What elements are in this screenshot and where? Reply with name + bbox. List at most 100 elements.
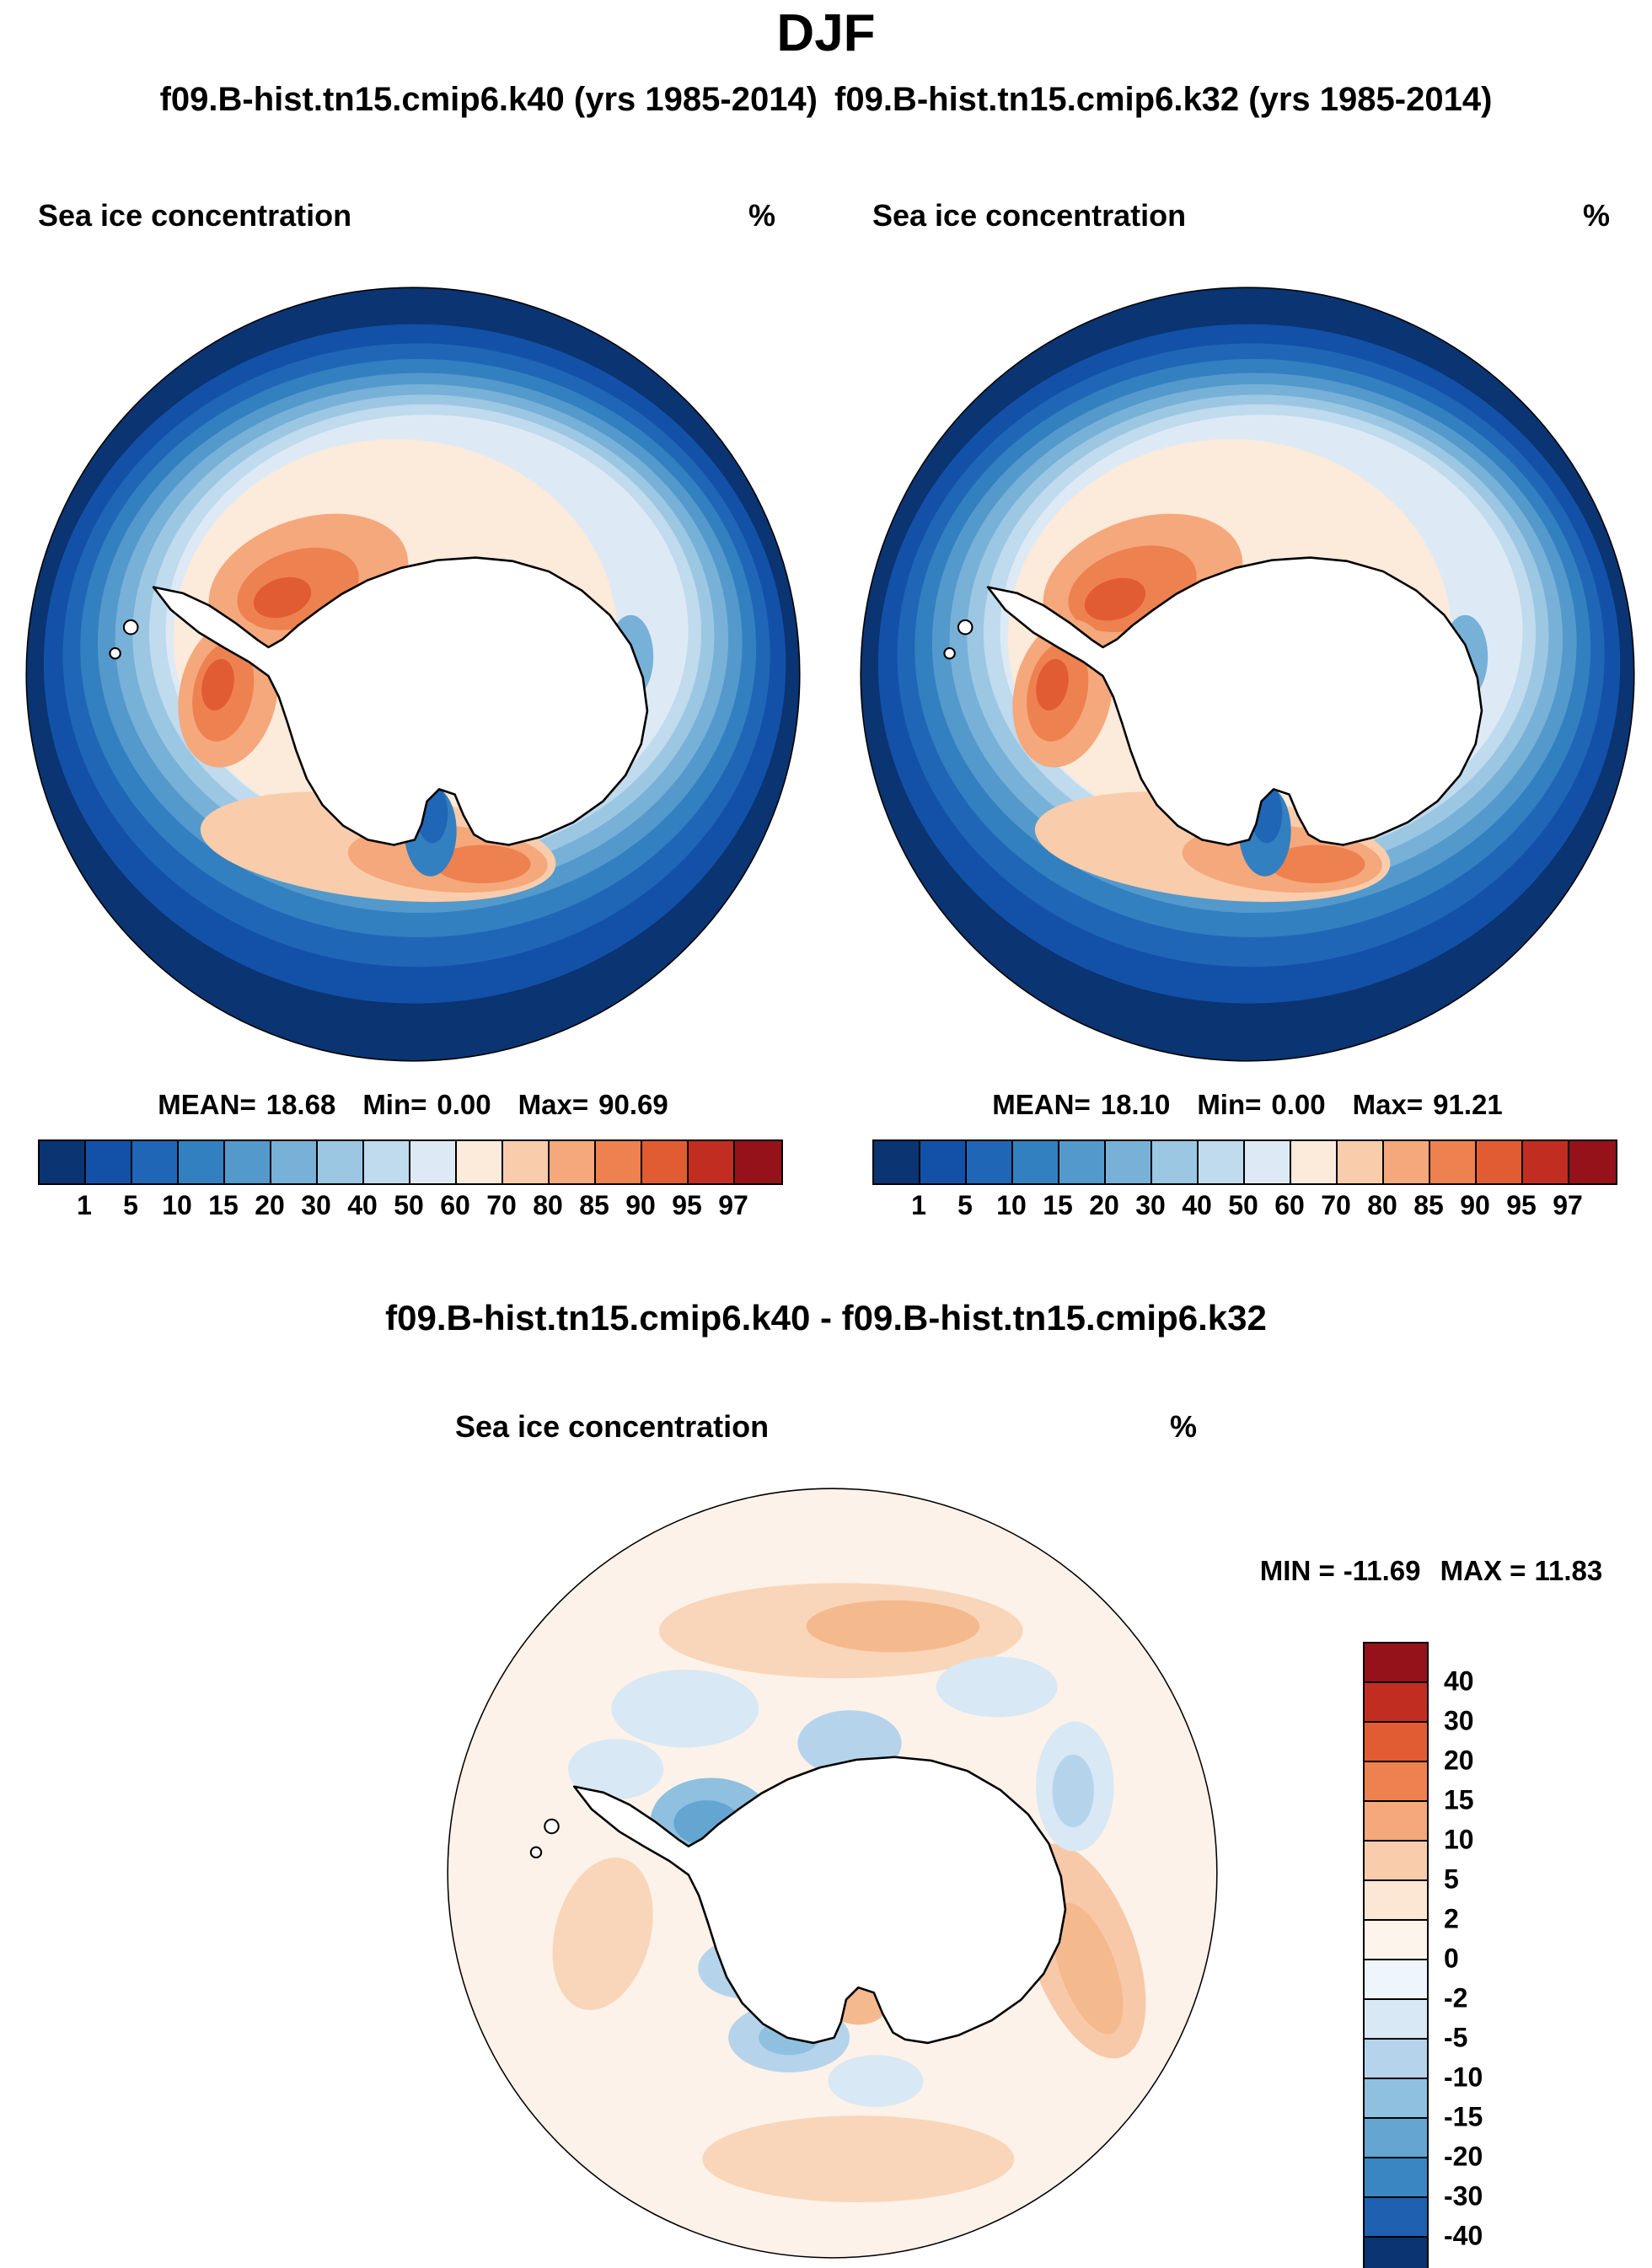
colorbar-cell xyxy=(1365,2198,1427,2238)
island xyxy=(109,646,121,660)
colorbar-tick-label: 60 xyxy=(1274,1190,1305,1220)
stat-value: 90.69 xyxy=(598,1089,668,1120)
colorbar-tick-label: 70 xyxy=(1321,1190,1351,1220)
colorbar-cell xyxy=(1199,1141,1245,1183)
stat-label: Max= xyxy=(1352,1089,1424,1120)
colorbar-tick-label: 90 xyxy=(625,1190,656,1220)
colorbar-cell xyxy=(1365,1683,1427,1723)
colorbar-cell xyxy=(1365,2158,1427,2198)
colorbar-tick-label: -30 xyxy=(1444,2180,1483,2212)
colorbar-tick-label: -10 xyxy=(1444,2062,1483,2093)
colorbar-tick-label: 15 xyxy=(1043,1190,1073,1220)
colorbar-cell xyxy=(689,1141,735,1183)
diff-minmax: MIN = -11.69 MAX = 11.83 xyxy=(1222,1555,1652,1587)
colorbar-tick-label: 15 xyxy=(1444,1784,1474,1815)
colorbar-tick-label: 70 xyxy=(486,1190,517,1220)
colorbar-cell xyxy=(1365,1960,1427,2000)
stat-label: Min= xyxy=(362,1089,427,1120)
stats-row-k32: MEAN= 18.10 Min= 0.00 Max= 91.21 xyxy=(860,1089,1635,1121)
colorbar-tick-label: 10 xyxy=(162,1190,192,1220)
colorbar-cell xyxy=(1365,2079,1427,2119)
stat-value: 18.10 xyxy=(1100,1089,1171,1120)
colorbar-tick-label: 5 xyxy=(957,1190,973,1220)
colorbar-cell xyxy=(1013,1141,1059,1183)
colorbar-tick-label: 5 xyxy=(1444,1863,1459,1895)
colorbar-tick-label: -2 xyxy=(1444,1982,1468,2013)
stat-label: Max= xyxy=(518,1089,589,1120)
colorbar-cell xyxy=(1365,1842,1427,1881)
colorbar-cell xyxy=(86,1141,132,1183)
colorbar-tick-label: 50 xyxy=(1228,1190,1258,1220)
colorbar-cell xyxy=(1384,1141,1430,1183)
colorbar-tick-label: 60 xyxy=(440,1190,470,1220)
colorbar-cell xyxy=(410,1141,457,1183)
colorbar-cell xyxy=(1477,1141,1523,1183)
colorbar-tick-label: 2 xyxy=(1444,1903,1459,1934)
colorbar-cell xyxy=(1365,2040,1427,2079)
colorbar-cell xyxy=(1365,1723,1427,1762)
colorbar-cell xyxy=(225,1141,271,1183)
colorbar-tick-label: -5 xyxy=(1444,2022,1468,2053)
stat-value: 18.68 xyxy=(266,1089,336,1120)
diff-title: f09.B-hist.tn15.cmip6.k40 - f09.B-hist.t… xyxy=(385,1298,1267,1338)
field-label: Sea ice concentration xyxy=(872,198,1187,233)
colorbar-cell xyxy=(874,1141,920,1183)
figure-subtitle: f09.B-hist.tn15.cmip6.k40 (yrs 1985-2014… xyxy=(0,81,1652,119)
colorbar-tick-label: 5 xyxy=(123,1190,138,1220)
diff-map xyxy=(447,1488,1218,2259)
colorbar-tick-label: 95 xyxy=(672,1190,702,1220)
colorbar-tick-label: 1 xyxy=(77,1190,92,1220)
stat-value: 91.21 xyxy=(1433,1089,1503,1120)
colorbar-tick-label: 30 xyxy=(301,1190,331,1220)
panel-header-diff: Sea ice concentration % xyxy=(455,1409,1197,1445)
colorbar-diff: 40 30 20 15 10 5 2 0 -2 -5 -10 -15 -20 -30 -40 xyxy=(1363,1642,1483,2268)
stat-label: MEAN= xyxy=(992,1089,1091,1120)
colorbar-cell xyxy=(179,1141,225,1183)
colorbar-cell xyxy=(1430,1141,1477,1183)
colorbar-cell xyxy=(550,1141,596,1183)
colorbar-tick-label: -40 xyxy=(1444,2220,1483,2251)
colorbar-cell xyxy=(503,1141,550,1183)
colorbar-cell xyxy=(1365,1643,1427,1683)
colorbar-tick-label: -20 xyxy=(1444,2141,1483,2172)
colorbar-tick-label: 90 xyxy=(1460,1190,1490,1220)
min-value: -11.69 xyxy=(1343,1555,1421,1586)
stat-value: 0.00 xyxy=(1271,1089,1326,1120)
island xyxy=(544,1818,560,1835)
island xyxy=(122,619,139,635)
colorbar-cell xyxy=(1106,1141,1152,1183)
colorbar-sea-ice-k32: 1 5 10 15 20 30 40 50 60 70 80 85 90 95 97 xyxy=(872,1139,1617,1220)
colorbar-cell xyxy=(457,1141,503,1183)
colorbar-cell xyxy=(40,1141,86,1183)
run-title-k32: f09.B-hist.tn15.cmip6.k32 (yrs 1985-2014… xyxy=(834,81,1493,118)
colorbar-cell xyxy=(1291,1141,1338,1183)
panel-header-k32: Sea ice concentration % xyxy=(872,198,1610,233)
field-label: Sea ice concentration xyxy=(38,198,352,233)
antarctica-outline xyxy=(986,556,1483,846)
min-label: MIN = xyxy=(1259,1555,1335,1586)
colorbar-cell xyxy=(920,1141,967,1183)
colorbar-cell xyxy=(1152,1141,1199,1183)
units-label: % xyxy=(1169,1409,1197,1444)
colorbar-tick-label: 1 xyxy=(911,1190,926,1220)
panel-header-k40: Sea ice concentration % xyxy=(38,198,775,233)
antarctica-outline xyxy=(152,556,649,846)
figure-title: DJF xyxy=(776,4,876,62)
island xyxy=(529,1846,543,1859)
colorbar-cell xyxy=(1523,1141,1569,1183)
colorbar-cell xyxy=(1365,1762,1427,1802)
colorbar-cell xyxy=(364,1141,410,1183)
sea-ice-map-k40 xyxy=(25,287,801,1062)
map-boundary xyxy=(447,1488,1218,2259)
units-label: % xyxy=(748,198,775,233)
colorbar-sea-ice-k40: 1 5 10 15 20 30 40 50 60 70 80 85 90 95 97 xyxy=(38,1139,783,1220)
units-label: % xyxy=(1582,198,1610,233)
run-title-k40: f09.B-hist.tn15.cmip6.k40 (yrs 1985-2014… xyxy=(159,81,818,118)
stat-value: 0.00 xyxy=(437,1089,491,1120)
stat-label: MEAN= xyxy=(158,1089,256,1120)
colorbar-cell xyxy=(1365,1921,1427,1960)
colorbar-cell xyxy=(1245,1141,1291,1183)
max-value: 11.83 xyxy=(1534,1555,1603,1586)
colorbar-tick-label: 30 xyxy=(1444,1705,1474,1736)
